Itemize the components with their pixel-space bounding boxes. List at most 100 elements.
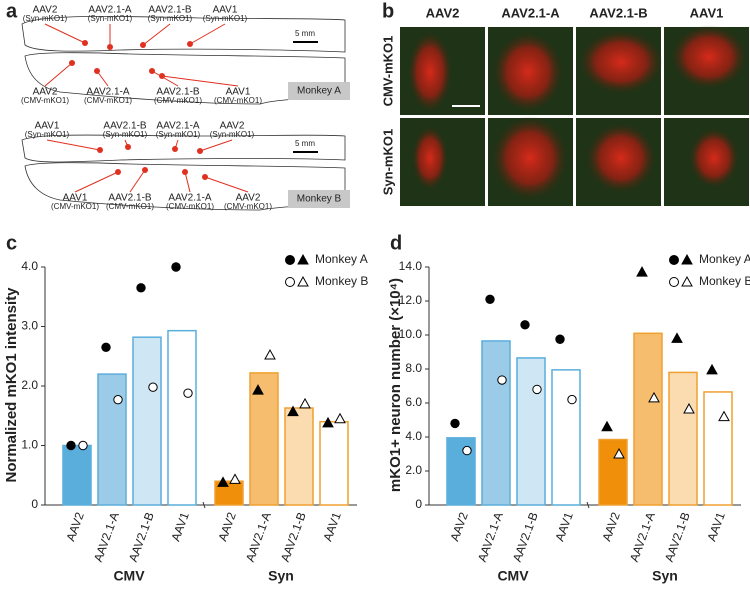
site-label: AAV1 — [226, 87, 251, 98]
bar — [633, 332, 663, 506]
site-promoter: (Syn-mKO1) — [148, 14, 193, 23]
legend-label: Monkey A — [315, 252, 368, 266]
expression-area — [412, 126, 448, 190]
injection-site — [97, 147, 103, 153]
column-header: AAV2.1-B — [589, 5, 647, 20]
point — [450, 418, 460, 429]
site-label: AAV2.1-B — [156, 87, 199, 98]
point — [683, 402, 695, 414]
expression-area — [492, 116, 568, 200]
x-tick-label: AAV2 — [63, 510, 86, 543]
x-tick-label: AAV2.1-B — [662, 510, 693, 563]
pointer — [204, 176, 249, 193]
point — [183, 388, 193, 398]
pointer — [184, 171, 191, 193]
expression-area — [671, 25, 747, 89]
panel-label: a — [6, 0, 18, 22]
point — [264, 349, 276, 360]
point — [485, 294, 495, 304]
site-promoter: (Syn-mKO1) — [156, 130, 201, 139]
site-label: AAV2 — [220, 121, 245, 132]
point — [671, 332, 683, 343]
injection-site — [149, 68, 155, 74]
site-label: AAV2.1-A — [86, 87, 129, 98]
point — [229, 473, 241, 484]
legend-label: Monkey A — [699, 252, 750, 266]
bar — [62, 444, 92, 506]
site-promoter: (CMV-mKO1) — [154, 96, 202, 105]
x-tick-label: AAV2.1-A — [243, 510, 274, 563]
y-tick-label: 8.0 — [405, 361, 422, 375]
y-tick-label: 12.0 — [399, 293, 423, 307]
expression-area — [408, 32, 452, 112]
pointer — [44, 62, 73, 87]
x-tick-label: AAV2.1-A — [627, 510, 658, 563]
point — [322, 416, 334, 428]
expression-area — [689, 128, 739, 188]
legend-marker — [297, 253, 309, 265]
injection-site — [107, 44, 113, 50]
bar — [132, 336, 162, 506]
point — [555, 334, 565, 344]
legend-label: Monkey B — [315, 274, 368, 288]
site-label: AAV2.1-A — [168, 193, 211, 204]
monkey-box — [288, 190, 350, 208]
bar — [551, 369, 581, 506]
expression-area — [586, 123, 656, 193]
site-promoter: (CMV-mKO1) — [21, 96, 69, 105]
point — [532, 384, 542, 395]
point — [171, 262, 181, 272]
point — [101, 342, 111, 353]
point — [148, 382, 158, 392]
site-label: AAV2.1-A — [88, 5, 131, 16]
monkey-label: Monkey A — [297, 86, 341, 97]
micrographs — [400, 25, 749, 206]
column-header: AAV2 — [426, 5, 460, 20]
panel-label: c — [6, 232, 17, 254]
legend-marker — [285, 255, 295, 265]
x-tick-label: AAV2.1-A — [475, 510, 506, 563]
scale-label: 5 mm — [295, 139, 315, 148]
bar — [516, 357, 546, 506]
site-promoter: (Syn-mKO1) — [203, 14, 248, 23]
y-tick-label: 6.0 — [405, 395, 422, 409]
axis-break — [586, 501, 590, 509]
injection-site — [172, 146, 178, 152]
point — [636, 266, 648, 277]
monkey-box — [288, 82, 350, 100]
pointer — [189, 23, 226, 45]
point — [601, 420, 613, 432]
x-tick-label: AAV2 — [215, 510, 238, 543]
row-header: Syn-mKO1 — [380, 129, 395, 195]
panel-label: d — [390, 232, 402, 254]
scale-label: 5 mm — [295, 29, 315, 38]
y-tick-label: 1.0 — [21, 438, 38, 452]
point — [520, 320, 530, 330]
y-axis-label: mKO1+ neuron number (×10⁴) — [387, 278, 404, 492]
site-label: AAV2 — [236, 193, 261, 204]
x-tick-label: AAV2.1-B — [510, 510, 541, 563]
x-tick-label: AAV1 — [552, 510, 575, 543]
site-label: AAV2.1-B — [103, 121, 146, 132]
site-promoter: (Syn-mKO1) — [103, 130, 148, 139]
site-promoter: (Syn-mKO1) — [210, 130, 255, 139]
site-label: AAV1 — [213, 5, 238, 16]
injection-site — [202, 174, 208, 180]
pointer — [74, 171, 119, 193]
pointer — [161, 75, 239, 87]
point — [334, 412, 346, 424]
expression-area — [493, 32, 563, 112]
axis-break — [202, 501, 206, 509]
legend-marker — [681, 275, 693, 287]
point — [78, 440, 88, 451]
point — [136, 283, 146, 293]
point — [287, 405, 299, 417]
group-label: Syn — [652, 568, 678, 584]
site-label: AAV2.1-A — [156, 121, 199, 132]
row-header: CMV-mKO1 — [380, 36, 395, 107]
site-label: AAV1 — [63, 193, 88, 204]
site-promoter: (Syn-mKO1) — [23, 14, 68, 23]
bar — [481, 340, 511, 506]
group-label: Syn — [268, 568, 294, 584]
